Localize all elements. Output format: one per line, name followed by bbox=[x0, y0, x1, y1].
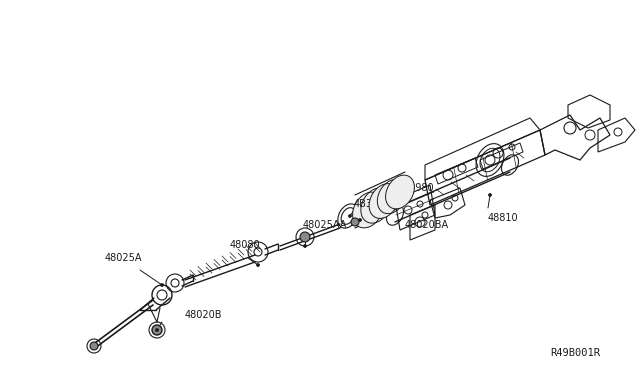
Text: R49B001R: R49B001R bbox=[550, 348, 600, 358]
Text: 48980: 48980 bbox=[404, 183, 435, 193]
Circle shape bbox=[156, 328, 159, 331]
Text: 48020B: 48020B bbox=[185, 310, 223, 320]
Circle shape bbox=[300, 232, 310, 242]
Circle shape bbox=[303, 244, 307, 247]
Circle shape bbox=[388, 199, 392, 202]
Text: 4B342N: 4B342N bbox=[354, 199, 393, 209]
Ellipse shape bbox=[369, 184, 399, 218]
Circle shape bbox=[349, 215, 351, 218]
Ellipse shape bbox=[353, 192, 383, 228]
Circle shape bbox=[90, 342, 98, 350]
Text: 48810: 48810 bbox=[488, 213, 518, 223]
Circle shape bbox=[351, 218, 359, 226]
Circle shape bbox=[488, 193, 492, 196]
Circle shape bbox=[161, 283, 163, 286]
Circle shape bbox=[152, 325, 162, 335]
Ellipse shape bbox=[385, 175, 415, 209]
Text: 48020BA: 48020BA bbox=[405, 220, 449, 230]
Circle shape bbox=[358, 218, 362, 221]
Text: 48025A: 48025A bbox=[105, 253, 143, 263]
Circle shape bbox=[257, 263, 259, 266]
Text: 48080: 48080 bbox=[230, 240, 260, 250]
Text: 48025AA: 48025AA bbox=[303, 220, 348, 230]
